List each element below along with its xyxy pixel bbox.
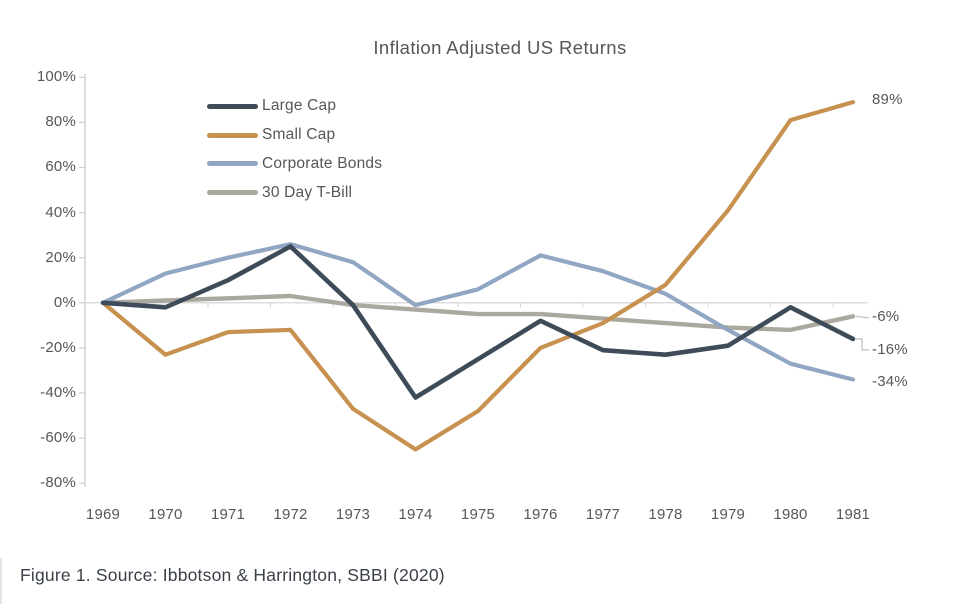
end-label-small-cap: 89%: [872, 91, 903, 109]
x-axis-tick-label: 1975: [460, 506, 496, 523]
legend-swatch-icon: [207, 103, 258, 109]
legend-label: 30 Day T-Bill: [262, 183, 353, 201]
x-axis-tick-label: 1977: [585, 506, 621, 523]
series-line-corporate-bonds: [100, 242, 856, 382]
legend-item: Small Cap: [207, 121, 382, 150]
chart-legend: Large Cap Small Cap Corporate Bonds 30 Day …: [207, 92, 382, 207]
y-axis-tick-label: 0%: [53, 293, 76, 311]
legend-label: Small Cap: [262, 126, 336, 144]
y-axis-tick-label: -60%: [40, 429, 76, 447]
x-axis-tick-label: 1973: [335, 506, 371, 523]
legend-label: Large Cap: [262, 97, 337, 115]
x-axis-tick-label: 1976: [523, 506, 558, 523]
x-axis-tick-label: 1971: [210, 506, 246, 523]
x-axis-tick-label: 1969: [85, 506, 121, 523]
end-label-corporate-bonds: -34%: [872, 373, 908, 391]
x-axis-tick-label: 1981: [835, 506, 871, 523]
chart-title: Inflation Adjusted US Returns: [373, 37, 627, 58]
legend-swatch-icon: [207, 132, 258, 138]
x-axis-tick-label: 1970: [148, 506, 183, 523]
y-axis-tick-label: 80%: [45, 113, 76, 131]
legend-swatch-icon: [207, 190, 258, 196]
legend-item: 30 Day T-Bill: [207, 178, 382, 207]
x-axis-tick-label: 1974: [398, 506, 433, 523]
largecap-label-leader: [856, 338, 869, 351]
figure-caption: Figure 1. Source: Ibbotson & Harrington,…: [20, 565, 445, 585]
legend-label: Corporate Bonds: [262, 154, 383, 172]
y-axis-tick-label: 40%: [45, 203, 76, 221]
tbill-label-leader: [855, 315, 870, 319]
y-axis-tick-label: -40%: [40, 384, 76, 402]
series-line-large-cap: [100, 244, 856, 400]
x-axis-tick-label: 1978: [648, 506, 683, 523]
y-axis-tick-label: 60%: [45, 158, 76, 176]
series-line-30-day-t-bill: [100, 293, 856, 333]
x-axis-tick-label: 1979: [710, 506, 746, 523]
series-line-small-cap: [100, 99, 856, 452]
y-axis-tick-label: -20%: [40, 338, 76, 356]
x-axis-tick-label: 1980: [773, 506, 808, 523]
y-axis-tick-label: -80%: [40, 474, 76, 492]
y-axis-tick-label: 100%: [36, 68, 76, 86]
legend-swatch-icon: [207, 161, 258, 167]
end-label-large-cap: -16%: [872, 340, 908, 358]
legend-item: Corporate Bonds: [207, 150, 382, 179]
end-label-30-day-t-bill: -6%: [872, 308, 900, 326]
page-edge-strip: [0, 558, 2, 604]
x-axis-tick-label: 1972: [273, 506, 308, 523]
legend-item: Large Cap: [207, 92, 382, 121]
y-axis-tick-label: 20%: [45, 248, 76, 266]
